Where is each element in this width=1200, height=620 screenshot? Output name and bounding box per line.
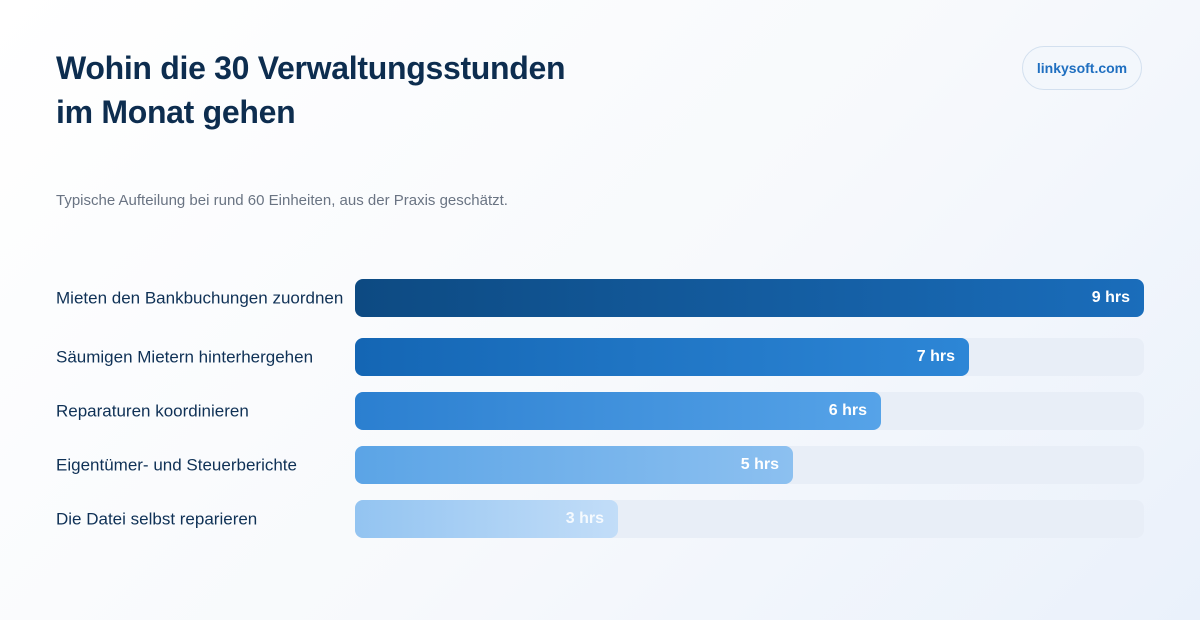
chart-row: Mieten den Bankbuchungen zuordnen 9 hrs	[56, 279, 1144, 317]
bar: 3 hrs	[355, 500, 618, 538]
bar-value-label: 3 hrs	[565, 510, 604, 527]
bar-value-label: 6 hrs	[828, 402, 867, 419]
bar-track: 7 hrs	[355, 338, 1144, 376]
chart-title: Wohin die 30 Verwaltungsstunden im Monat…	[56, 50, 566, 130]
bar-track: 9 hrs	[355, 279, 1144, 317]
bar-track: 5 hrs	[355, 446, 1144, 484]
chart-subtitle: Typische Aufteilung bei rund 60 Einheite…	[56, 192, 508, 209]
bar: 9 hrs	[355, 279, 1144, 317]
bar-track: 6 hrs	[355, 392, 1144, 430]
bar-value-label: 7 hrs	[916, 348, 955, 365]
category-label: Säumigen Mietern hinterhergehen	[56, 347, 314, 367]
bar-value-label: 9 hrs	[1091, 289, 1130, 306]
category-label: Eigentümer- und Steuerberichte	[56, 455, 297, 475]
chart-row: Säumigen Mietern hinterhergehen 7 hrs	[56, 338, 1144, 376]
bar: 6 hrs	[355, 392, 881, 430]
website-badge[interactable]: linkysoft.com	[1022, 46, 1142, 90]
chart-row: Die Datei selbst reparieren 3 hrs	[56, 500, 1144, 538]
category-label: Reparaturen koordinieren	[56, 401, 249, 421]
bar: 7 hrs	[355, 338, 969, 376]
category-label: Mieten den Bankbuchungen zuordnen	[56, 288, 344, 308]
bar-track: 3 hrs	[355, 500, 1144, 538]
chart-row: Reparaturen koordinieren 6 hrs	[56, 392, 1144, 430]
bar-value-label: 5 hrs	[740, 456, 779, 473]
category-label: Die Datei selbst reparieren	[56, 509, 258, 529]
chart-row: Eigentümer- und Steuerberichte 5 hrs	[56, 446, 1144, 484]
bar: 5 hrs	[355, 446, 793, 484]
